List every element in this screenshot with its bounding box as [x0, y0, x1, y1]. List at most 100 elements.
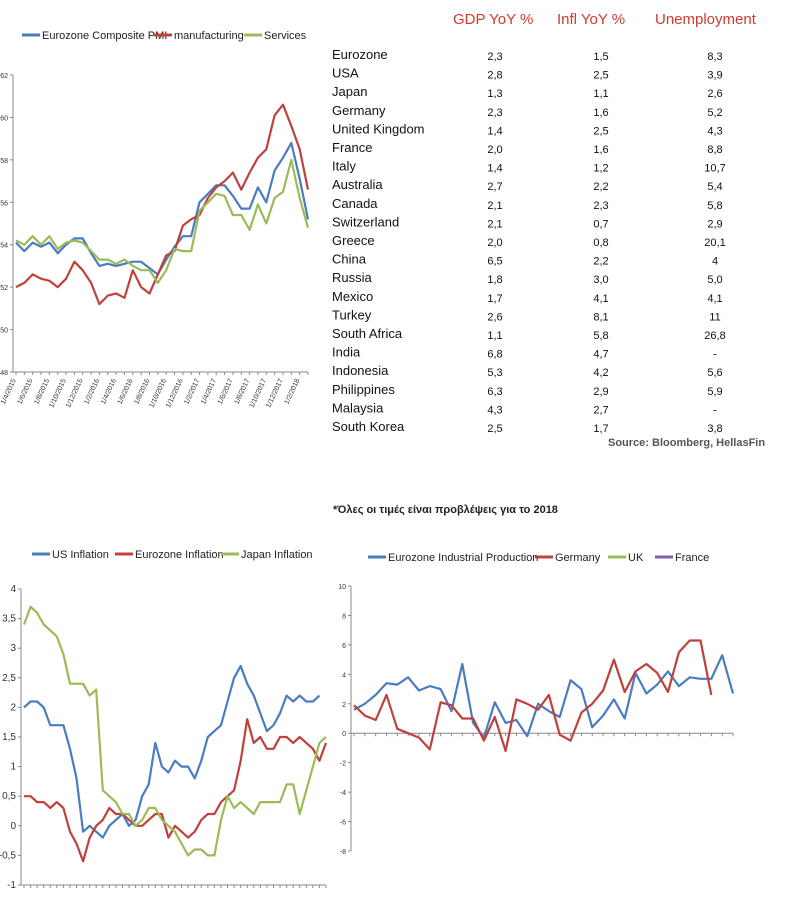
table-infl-cell: 2,9: [593, 386, 608, 398]
table-infl-cell: 5,8: [593, 330, 608, 342]
table-gdp-cell: 2,8: [487, 70, 502, 82]
y-tick-label: 3,5: [2, 614, 16, 625]
x-tick-label: 1/12/2016: [165, 378, 185, 409]
y-tick-label: 48: [0, 370, 8, 377]
table-infl-cell: 2,7: [593, 404, 608, 416]
y-tick-label: 2: [10, 702, 16, 713]
legend-label: US Inflation: [52, 549, 109, 561]
table-source: Source: Bloomberg, HellasFin: [608, 437, 765, 449]
table-country-cell: Eurozone: [332, 47, 388, 62]
y-tick-label: 4: [342, 672, 346, 679]
table-infl-cell: 2,5: [593, 70, 608, 82]
y-tick-label: -6: [340, 820, 346, 827]
table-country-cell: United Kingdom: [332, 121, 425, 136]
legend-label: Eurozone Composite PMI: [42, 30, 167, 42]
legend-label: Germany: [555, 552, 601, 564]
table-country-cell: Canada: [332, 196, 378, 211]
table-unemp-cell: 3,8: [707, 423, 722, 435]
industrial-production-chart: Eurozone Industrial Production Germany UK F…: [338, 552, 735, 856]
table-infl-cell: 1,6: [593, 144, 608, 156]
series-line-japan-inflation: [22, 605, 327, 857]
y-tick-label: 4: [10, 584, 16, 595]
table-gdp-cell: 6,3: [487, 386, 502, 398]
table-infl-cell: 4,2: [593, 367, 608, 379]
series-line-eurozone-inflation: [24, 718, 328, 863]
y-tick-label: -4: [340, 790, 346, 797]
x-tick-label: 1/6/2017: [217, 378, 235, 406]
table-country-cell: Germany: [332, 103, 386, 118]
x-tick-label: 1/2/2016: [83, 378, 101, 406]
table-unemp-cell: 8,3: [707, 51, 722, 63]
table-unemp-cell: 3,9: [707, 70, 722, 82]
table-gdp-cell: 6,8: [487, 349, 502, 361]
y-tick-label: 2: [342, 702, 346, 709]
table-gdp-cell: 1,1: [487, 330, 502, 342]
table-gdp-cell: 2,3: [487, 107, 502, 119]
table-gdp-cell: 6,5: [487, 256, 502, 268]
table-unemp-cell: 10,7: [704, 163, 725, 175]
table-unemp-cell: 5,2: [707, 107, 722, 119]
y-tick-label: 0: [342, 731, 346, 738]
table-column-header: Unemployment: [655, 11, 757, 28]
legend-label: UK: [628, 552, 644, 564]
table-country-cell: Indonesia: [332, 363, 389, 378]
table-infl-cell: 0,7: [593, 218, 608, 230]
y-tick-label: 62: [0, 73, 8, 80]
table-unemp-cell: 5,9: [707, 386, 722, 398]
table-infl-cell: 1,6: [593, 107, 608, 119]
table-country-cell: Greece: [332, 233, 375, 248]
y-tick-label: -2: [340, 761, 346, 768]
x-tick-label: 1/4/2015: [0, 378, 18, 406]
table-country-cell: Japan: [332, 84, 367, 99]
table-infl-cell: 1,5: [593, 51, 608, 63]
table-country-cell: Philippines: [332, 382, 395, 397]
x-tick-label: 1/6/2015: [17, 378, 35, 406]
table-unemp-cell: 2,9: [707, 218, 722, 230]
table-infl-cell: 8,1: [593, 311, 608, 323]
x-tick-label: 1/8/2016: [133, 378, 151, 406]
y-tick-label: 60: [0, 115, 8, 122]
table-unemp-cell: 8,8: [707, 144, 722, 156]
table-gdp-cell: 2,5: [487, 423, 502, 435]
table-gdp-cell: 4,3: [487, 404, 502, 416]
table-column-header: GDP YoY %: [453, 11, 533, 28]
table-country-cell: France: [332, 140, 372, 155]
table-unemp-cell: 4,1: [707, 293, 722, 305]
table-country-cell: South Korea: [332, 419, 405, 434]
table-gdp-cell: 2,1: [487, 218, 502, 230]
x-tick-label: 1/8/2015: [33, 378, 51, 406]
table-infl-cell: 4,1: [593, 293, 608, 305]
y-tick-label: 8: [342, 613, 346, 620]
y-tick-label: 54: [0, 243, 8, 250]
table-country-cell: Switzerland: [332, 214, 399, 229]
y-tick-label: 2,5: [2, 673, 16, 684]
table-infl-cell: 2,2: [593, 256, 608, 268]
table-gdp-cell: 1,4: [487, 125, 502, 137]
table-country-cell: India: [332, 345, 361, 360]
y-tick-label: -0,5: [0, 850, 16, 861]
series-line-manufacturing: [15, 103, 310, 306]
x-tick-label: 1/2/2017: [183, 378, 201, 406]
table-infl-cell: 2,2: [593, 181, 608, 193]
series-line-germany: [353, 639, 713, 752]
table-country-cell: South Africa: [332, 326, 403, 341]
y-tick-label: -8: [340, 849, 346, 856]
y-tick-label: 1,5: [2, 732, 16, 743]
x-tick-label: 1/6/2016: [117, 378, 135, 406]
table-infl-cell: 4,7: [593, 349, 608, 361]
table-infl-cell: 2,3: [593, 200, 608, 212]
table-infl-cell: 0,8: [593, 237, 608, 249]
table-country-cell: USA: [332, 66, 359, 81]
forecast-table: GDP YoY % Infl YoY % Unemployment Eurozone 2…: [332, 11, 765, 516]
table-gdp-cell: 1,4: [487, 163, 502, 175]
table-unemp-cell: 5,0: [707, 274, 722, 286]
table-gdp-cell: 1,3: [487, 88, 502, 100]
table-country-cell: Turkey: [332, 307, 372, 322]
table-unemp-cell: 11: [709, 311, 720, 323]
legend-label: France: [675, 552, 709, 564]
legend-label: Services: [264, 30, 307, 42]
y-tick-label: 50: [0, 328, 8, 335]
table-unemp-cell: 5,8: [707, 200, 722, 212]
series-line-services: [15, 158, 310, 284]
table-gdp-cell: 2,0: [487, 237, 502, 249]
